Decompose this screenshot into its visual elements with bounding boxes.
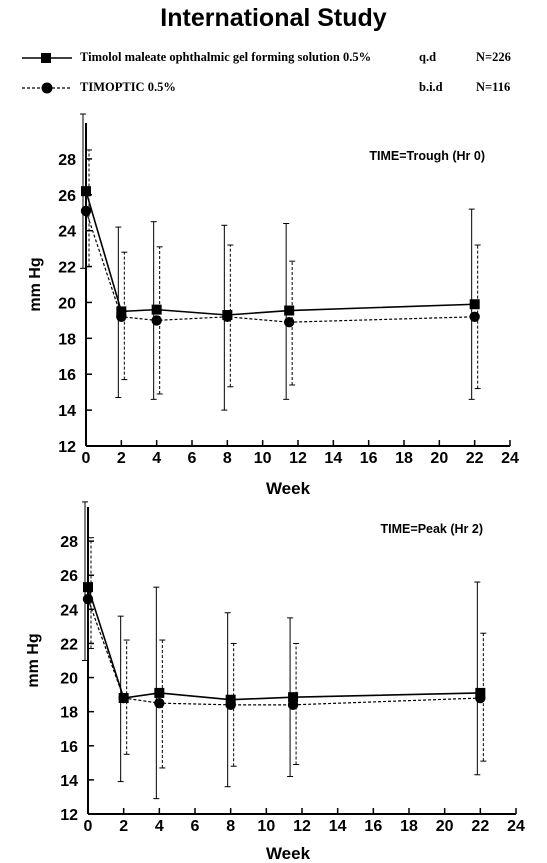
x-tick-label: 24 [501, 450, 519, 467]
data-point-square [288, 692, 299, 703]
legend-dosing-timoptic: b.i.d [419, 80, 443, 94]
y-tick-label: 16 [60, 739, 78, 756]
x-tick-label: 4 [152, 450, 161, 467]
chart-annotation: TIME=Trough (Hr 0) [369, 149, 485, 163]
data-point-circle [283, 316, 295, 328]
y-tick-label: 12 [60, 807, 78, 824]
y-tick-label: 24 [60, 602, 78, 619]
x-tick-label: 8 [226, 818, 235, 835]
x-tick-label: 4 [155, 818, 164, 835]
x-tick-label: 16 [364, 818, 382, 835]
x-tick-label: 20 [430, 450, 448, 467]
y-tick-label: 20 [58, 295, 76, 312]
chart-annotation: TIME=Peak (Hr 2) [381, 522, 483, 536]
legend-label-timoptic: TIMOPTIC 0.5% [80, 80, 176, 94]
legend-label-timolol-gel: Timolol maleate ophthalmic gel forming s… [80, 50, 372, 64]
data-point-circle [80, 205, 92, 217]
data-point-square [81, 186, 91, 197]
x-tick-label: 2 [117, 450, 126, 467]
y-tick-label: 20 [60, 671, 78, 688]
series-timolol-gel [80, 113, 480, 411]
x-tick-label: 2 [119, 818, 128, 835]
legend-n-timolol-gel: N=226 [476, 50, 511, 64]
x-tick-label: 0 [84, 818, 93, 835]
x-tick-label: 20 [436, 818, 454, 835]
x-tick-label: 12 [289, 450, 307, 467]
y-tick-label: 28 [60, 534, 78, 551]
legend-square-marker [41, 53, 51, 63]
data-point-circle [154, 697, 165, 709]
data-point-circle [287, 699, 299, 711]
y-tick-label: 28 [58, 152, 76, 169]
legend-n-timoptic: N=116 [476, 80, 511, 94]
data-point-circle [469, 311, 480, 322]
x-tick-label: 6 [188, 450, 197, 467]
y-tick-label: 14 [60, 773, 78, 790]
data-point-square [469, 299, 480, 310]
y-tick-label: 26 [60, 568, 78, 585]
x-tick-label: 0 [82, 450, 91, 467]
page-title: International Study [160, 4, 387, 32]
y-tick-label: 26 [58, 188, 76, 205]
data-point-circle [118, 692, 129, 704]
y-axis-label: mm Hg [27, 257, 44, 311]
series-timolol-gel [82, 501, 486, 800]
x-tick-label: 24 [507, 818, 525, 835]
data-point-circle [475, 692, 486, 704]
y-tick-label: 12 [58, 439, 76, 456]
data-point-circle [116, 311, 127, 322]
x-axis-label: Week [266, 844, 311, 863]
x-tick-label: 10 [257, 818, 275, 835]
series-line [85, 190, 475, 316]
x-tick-label: 22 [466, 450, 484, 467]
y-tick-label: 22 [58, 260, 76, 277]
x-tick-label: 18 [395, 450, 413, 467]
data-point-square [151, 304, 162, 315]
data-point-square [154, 687, 165, 698]
data-point-circle [82, 593, 94, 605]
x-tick-label: 16 [360, 450, 378, 467]
legend: Timolol maleate ophthalmic gel forming s… [0, 40, 547, 110]
y-tick-label: 22 [60, 636, 78, 653]
legend-dosing-timolol-gel: q.d [419, 50, 437, 64]
data-point-square [284, 305, 295, 316]
y-tick-label: 24 [58, 224, 76, 241]
y-tick-label: 14 [58, 403, 76, 420]
x-tick-label: 12 [293, 818, 311, 835]
y-tick-label: 16 [58, 367, 76, 384]
x-tick-label: 18 [400, 818, 418, 835]
data-point-circle [151, 315, 162, 326]
data-point-circle [225, 699, 236, 711]
x-tick-label: 8 [223, 450, 232, 467]
data-point-circle [222, 311, 233, 322]
data-point-square [83, 582, 93, 593]
legend-swatches [22, 53, 72, 94]
y-axis-label: mm Hg [25, 633, 42, 687]
series-timoptic [82, 537, 487, 769]
series-line [85, 210, 475, 323]
x-axis-label: Week [266, 479, 311, 498]
series-line [87, 598, 481, 706]
x-tick-label: 6 [191, 818, 200, 835]
x-tick-label: 22 [471, 818, 489, 835]
y-tick-label: 18 [60, 705, 78, 722]
x-tick-label: 14 [324, 450, 342, 467]
x-tick-label: 10 [254, 450, 272, 467]
legend-circle-marker [41, 82, 53, 94]
series-timoptic [80, 149, 481, 395]
series-line [87, 586, 481, 701]
y-tick-label: 18 [58, 331, 76, 348]
x-tick-label: 14 [329, 818, 347, 835]
data-point-square [116, 306, 127, 317]
